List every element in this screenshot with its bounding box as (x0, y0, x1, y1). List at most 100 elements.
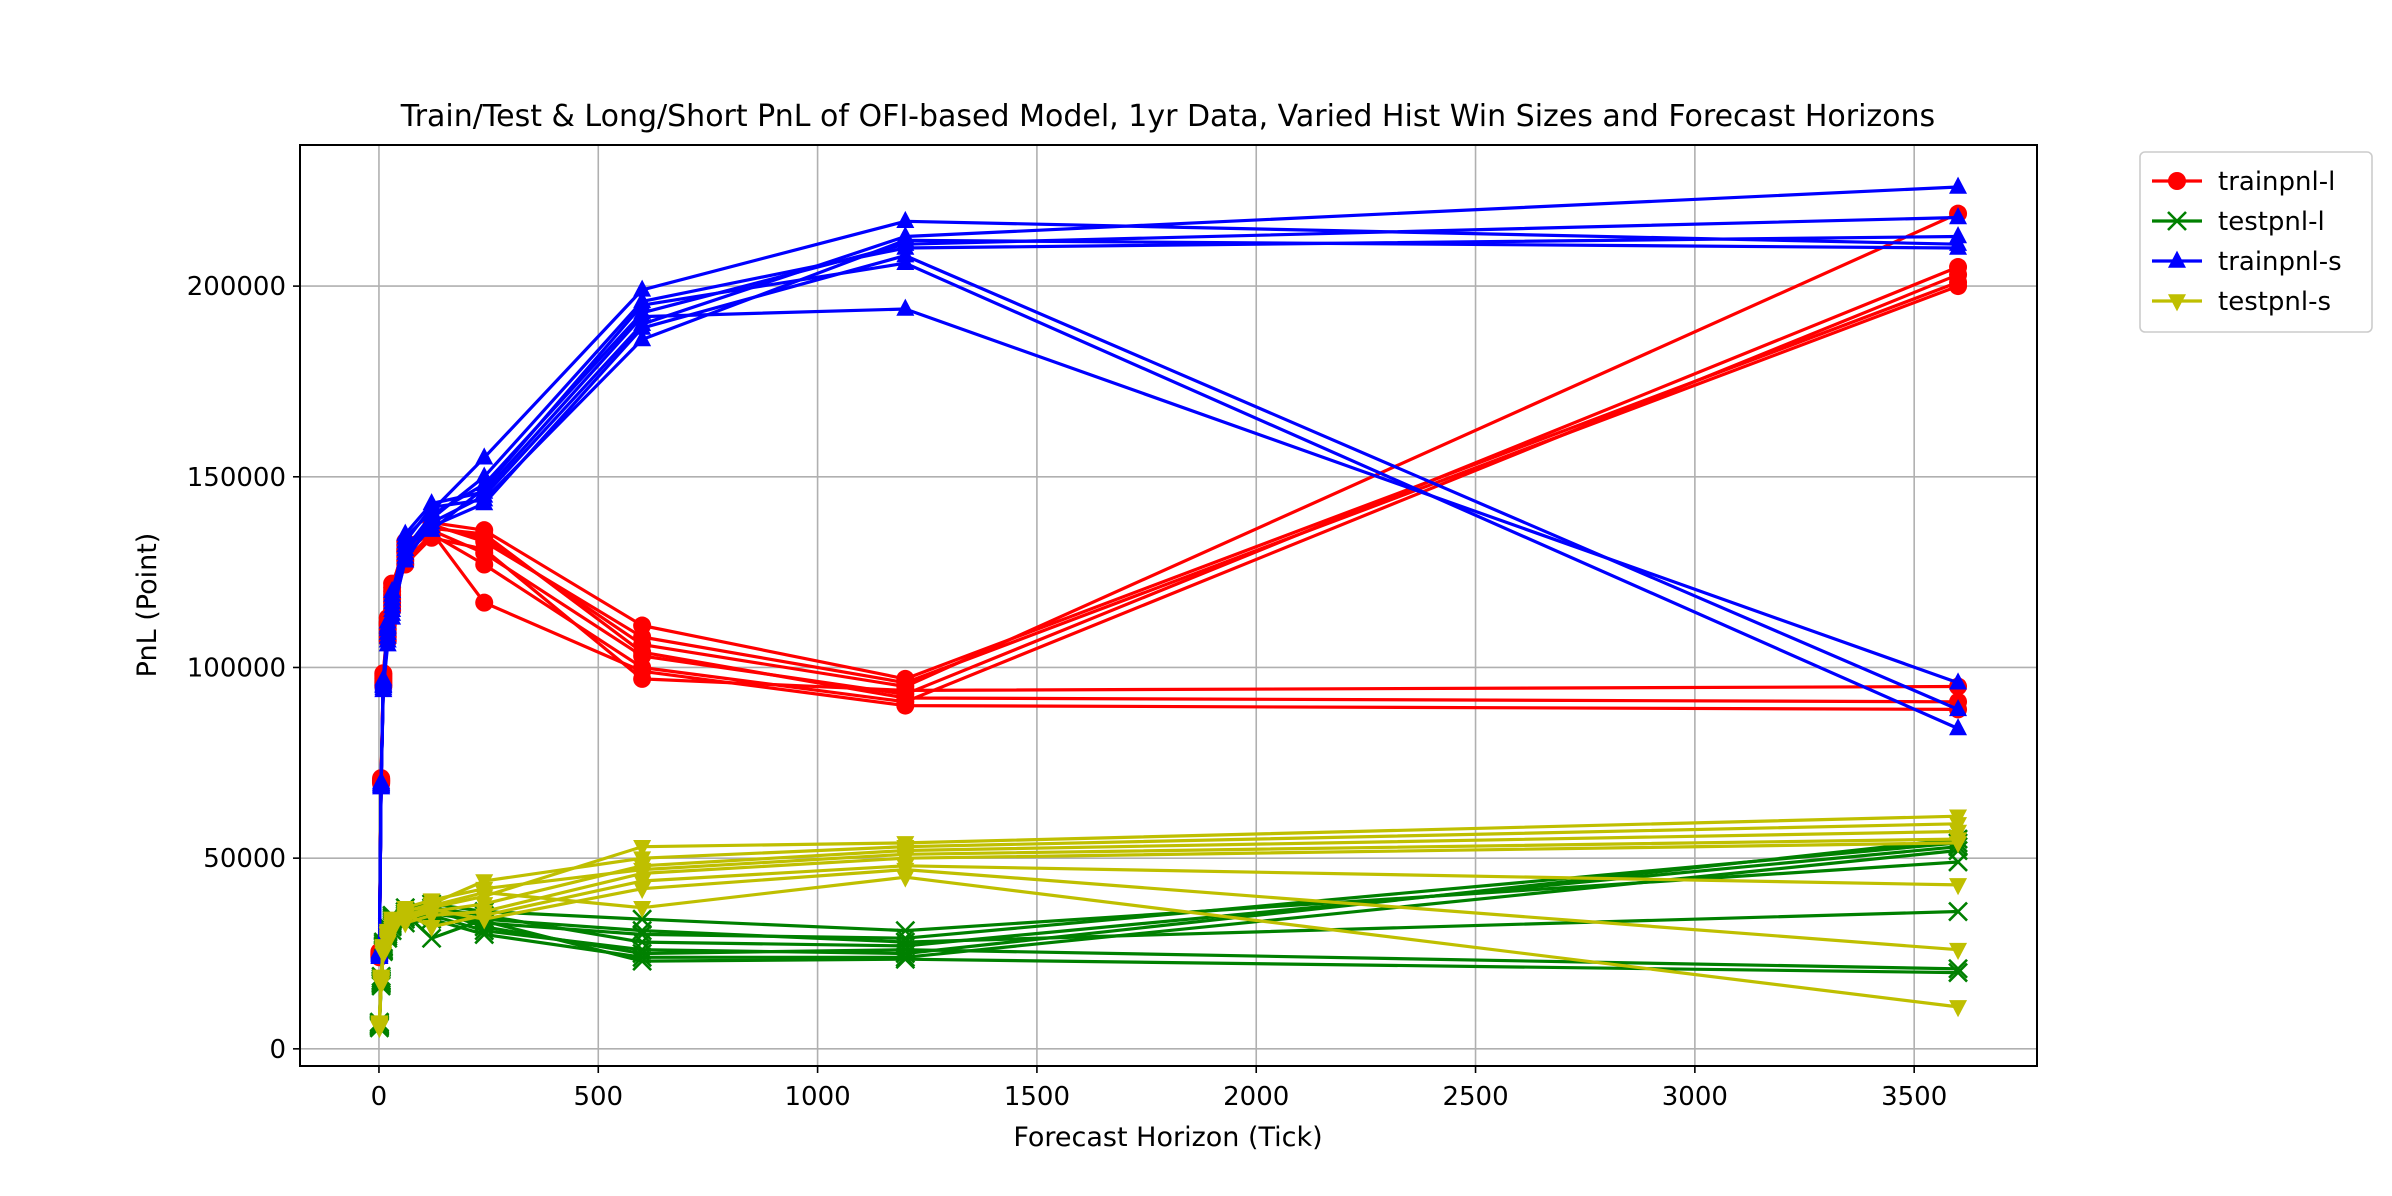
data-point (396, 535, 415, 553)
data-point (633, 881, 652, 900)
y-tick-label: 150000 (187, 463, 286, 493)
data-point (1949, 277, 1968, 296)
legend-label: trainpnl-s (2218, 247, 2342, 277)
legend-label: trainpnl-l (2218, 167, 2335, 197)
data-point (475, 555, 494, 574)
legend-item-trainpnl-l: trainpnl-l (2152, 167, 2335, 197)
data-point (422, 493, 441, 511)
chart-title: Train/Test & Long/Short PnL of OFI-based… (400, 99, 1935, 134)
x-tick-label: 3500 (1881, 1082, 1947, 1112)
x-tick-label: 3000 (1662, 1082, 1728, 1112)
y-axis-ticks: 0 50000 100000 150000 200000 (187, 272, 300, 1065)
data-point (2168, 294, 2186, 312)
data-point (896, 210, 915, 229)
x-tick-label: 0 (371, 1082, 388, 1112)
series-layer (369, 176, 1968, 1039)
data-point (374, 675, 393, 693)
data-point (633, 294, 652, 312)
data-point (633, 317, 652, 335)
data-point (374, 939, 393, 957)
data-point (383, 580, 402, 598)
legend: trainpnl-l testpnl-l trainpnl-s testpnl-s (2139, 151, 2373, 333)
data-point (1948, 962, 1968, 983)
data-point (633, 662, 652, 681)
data-point (370, 1017, 389, 1035)
data-point (475, 540, 494, 559)
data-point (1949, 207, 1968, 225)
data-point (1949, 718, 1968, 736)
data-point (633, 839, 652, 858)
data-point (632, 920, 653, 941)
data-point (378, 926, 397, 945)
data-point (422, 899, 441, 917)
data-point (2168, 250, 2186, 268)
data-point (633, 329, 652, 347)
data-point (475, 593, 494, 612)
data-point (633, 900, 652, 919)
data-point (2168, 172, 2186, 190)
x-tick-label: 1000 (785, 1082, 851, 1112)
legend-label: testpnl-s (2218, 287, 2331, 317)
data-point (1949, 1000, 1968, 1018)
data-point (1948, 958, 1968, 979)
data-point (475, 524, 494, 543)
data-point (1949, 836, 1968, 854)
data-point (378, 617, 397, 635)
data-point (632, 951, 653, 972)
data-point (475, 477, 494, 495)
data-point (633, 643, 652, 662)
legend-item-trainpnl-s: trainpnl-s (2152, 247, 2342, 277)
y-tick-label: 100000 (187, 653, 286, 683)
data-point (1949, 942, 1968, 961)
legend-item-testpnl-s: testpnl-s (2152, 287, 2331, 317)
data-point (1949, 699, 1968, 717)
data-point (475, 493, 494, 511)
data-point (1948, 901, 1968, 922)
plot-frame (299, 144, 2038, 1067)
x-tick-label: 2000 (1223, 1082, 1289, 1112)
legend-frame (2139, 151, 2373, 333)
y-tick-label: 50000 (203, 844, 286, 874)
data-point (633, 279, 652, 297)
y-tick-label: 200000 (187, 272, 286, 302)
data-point (896, 870, 915, 888)
data-point (1949, 237, 1968, 255)
data-point (372, 773, 391, 791)
data-point (396, 904, 415, 922)
data-point (1949, 878, 1968, 896)
data-point (396, 523, 415, 541)
data-point (896, 229, 915, 248)
grid (300, 145, 2037, 1066)
x-tick-label: 500 (573, 1082, 623, 1112)
data-point (475, 447, 494, 465)
data-point (896, 696, 915, 715)
data-point (475, 466, 494, 484)
data-point (475, 885, 494, 903)
series-testpnl-s (370, 809, 1968, 1039)
data-point (895, 932, 916, 952)
data-point (2167, 211, 2187, 231)
data-point (895, 939, 916, 960)
legend-item-testpnl-l: testpnl-l (2152, 207, 2325, 237)
x-axis-ticks: 0 500 1000 1500 2000 2500 3000 3500 (371, 1066, 1947, 1112)
data-point (896, 298, 915, 316)
data-point (1949, 672, 1968, 690)
data-point (383, 911, 402, 929)
data-point (422, 920, 441, 938)
data-point (633, 627, 652, 646)
x-tick-label: 2500 (1442, 1082, 1508, 1112)
data-point (633, 306, 652, 324)
data-point (421, 928, 442, 949)
series-trainpnl-s (370, 176, 1968, 965)
data-point (422, 519, 441, 537)
y-axis-label: PnL (Point) (132, 533, 163, 678)
x-axis-label: Forecast Horizon (Tick) (1013, 1122, 1322, 1153)
data-point (475, 912, 494, 930)
data-point (1949, 176, 1968, 194)
data-point (896, 252, 915, 270)
x-tick-label: 1500 (1004, 1082, 1070, 1112)
data-point (372, 970, 391, 988)
legend-label: testpnl-l (2218, 207, 2325, 237)
